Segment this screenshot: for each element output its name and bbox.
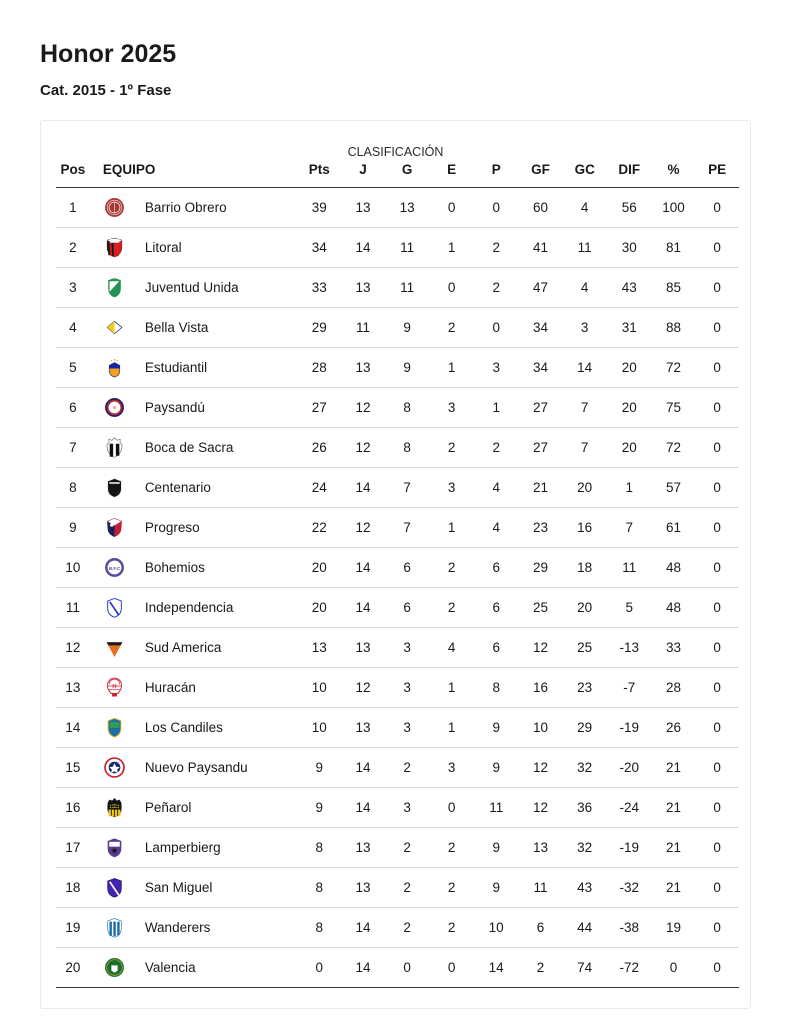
svg-text:H: H [112,684,116,690]
svg-text:B.F.C: B.F.C [109,566,121,571]
